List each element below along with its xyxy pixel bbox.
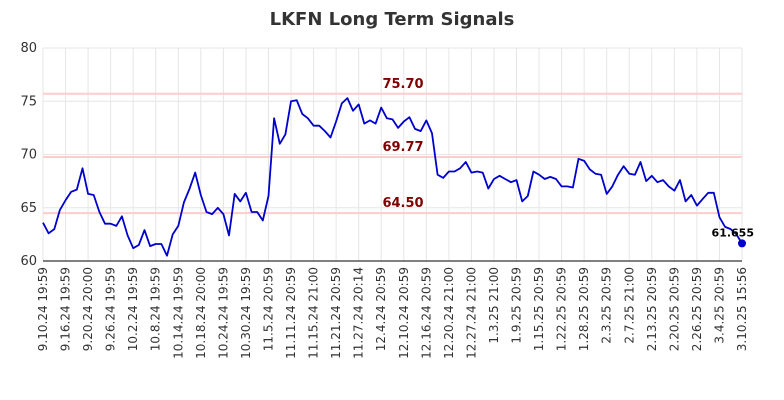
x-tick-label: 11.27.24 20:14 bbox=[352, 267, 366, 359]
level-label: 69.77 bbox=[382, 140, 423, 155]
x-tick-label: 12.27.24 21:00 bbox=[464, 267, 478, 359]
x-tick-label: 12.4.24 20:59 bbox=[374, 267, 388, 351]
grid bbox=[42, 47, 743, 262]
x-tick-label: 9.26.24 19:59 bbox=[104, 267, 118, 351]
y-tick-labels: 60 65 70 75 80 bbox=[20, 41, 37, 269]
x-tick-label: 1.3.25 21:00 bbox=[487, 267, 501, 344]
last-point-marker bbox=[738, 239, 746, 248]
x-tick-label: 10.8.24 19:59 bbox=[149, 267, 163, 351]
x-tick-label: 3.4.25 20:59 bbox=[712, 267, 726, 344]
y-tick-label: 80 bbox=[20, 41, 37, 56]
y-tick-label: 75 bbox=[20, 94, 37, 109]
x-tick-label: 11.21.24 20:59 bbox=[329, 267, 343, 359]
x-tick-label: 3.10.25 15:56 bbox=[735, 267, 749, 351]
x-tick-label: 12.20.24 21:00 bbox=[442, 267, 456, 359]
x-tick-labels: 9.10.24 19:59 9.16.24 19:59 9.20.24 20:00 9… bbox=[36, 267, 749, 359]
x-tick-label: 1.9.25 20:59 bbox=[510, 267, 524, 344]
x-tick-label: 11.15.24 21:00 bbox=[307, 267, 321, 359]
last-value-label: 61.655 bbox=[712, 226, 754, 239]
x-tick-label: 11.11.24 20:59 bbox=[284, 267, 298, 359]
x-tick-label: 10.30.24 19:59 bbox=[239, 267, 253, 359]
x-tick-label: 10.24.24 19:59 bbox=[216, 267, 230, 359]
x-tick-label: 12.16.24 20:59 bbox=[419, 267, 433, 359]
x-tick-label: 12.10.24 20:59 bbox=[397, 267, 411, 359]
x-tick-label: 9.20.24 20:00 bbox=[81, 267, 95, 351]
x-tick-label: 9.10.24 19:59 bbox=[36, 267, 50, 351]
x-tick-label: 9.16.24 19:59 bbox=[59, 267, 73, 351]
y-tick-label: 65 bbox=[20, 201, 37, 216]
x-tick-label: 10.18.24 20:00 bbox=[194, 267, 208, 359]
x-tick-label: 11.5.24 20:59 bbox=[261, 267, 275, 351]
x-tick-label: 2.3.25 20:59 bbox=[600, 267, 614, 344]
series: 61.655 bbox=[42, 97, 754, 257]
price-series-line bbox=[42, 97, 743, 257]
x-tick-label: 10.14.24 19:59 bbox=[171, 267, 185, 359]
x-tick-label: 1.15.25 20:59 bbox=[532, 267, 546, 351]
x-tick-label: 10.2.24 19:59 bbox=[126, 267, 140, 351]
x-tick-label: 2.13.25 20:59 bbox=[645, 267, 659, 351]
x-tick-label: 2.26.25 20:59 bbox=[690, 267, 704, 351]
y-tick-label: 70 bbox=[20, 148, 37, 163]
y-tick-label: 60 bbox=[20, 254, 37, 269]
x-tick-label: 2.20.25 20:59 bbox=[667, 267, 681, 351]
level-label: 64.50 bbox=[382, 196, 423, 211]
level-label: 75.70 bbox=[382, 77, 423, 92]
x-tick-label: 1.22.25 20:59 bbox=[555, 267, 569, 351]
chart-title: LKFN Long Term Signals bbox=[270, 9, 515, 30]
x-tick-label: 1.28.25 20:59 bbox=[577, 267, 591, 351]
x-tick-label: 2.7.25 21:00 bbox=[622, 267, 636, 344]
horizontal-levels: 75.70 69.77 64.50 bbox=[43, 77, 742, 215]
